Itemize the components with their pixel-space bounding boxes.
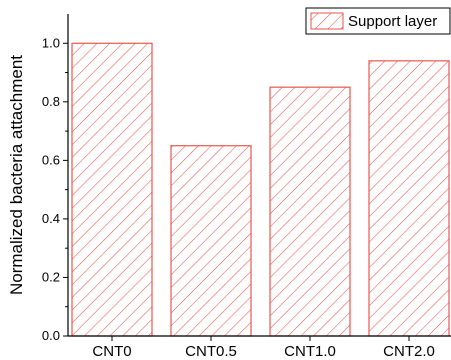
x-tick-label: CNT0: [92, 343, 131, 360]
y-tick-label: 0.6: [42, 152, 60, 167]
y-tick-label: 1.0: [42, 35, 60, 50]
bar-cnt0-5: [171, 146, 251, 336]
bar-cnt0: [72, 43, 152, 336]
bar-cnt2-0: [369, 61, 449, 336]
bar-cnt1-0: [270, 87, 350, 336]
x-labels-group: CNT0 CNT0.5 CNT1.0 CNT2.0: [92, 336, 434, 360]
legend-label: Support layer: [348, 13, 437, 30]
x-tick-label: CNT0.5: [185, 343, 237, 360]
y-tick-label: 0.4: [42, 211, 60, 226]
y-tick-label: 0.8: [42, 94, 60, 109]
legend-swatch: [311, 13, 343, 29]
x-tick-label: CNT1.0: [284, 343, 336, 360]
legend: Support layer: [306, 8, 450, 34]
bars-group: [72, 43, 449, 336]
x-tick-label: CNT2.0: [383, 343, 435, 360]
y-tick-label: 0.0: [42, 328, 60, 343]
y-axis-title: Normalized bacteria attachment: [7, 55, 26, 295]
y-tick-label: 0.2: [42, 269, 60, 284]
y-ticks-group: 0.0 0.2 0.4 0.6 0.8 1.0: [42, 35, 68, 343]
